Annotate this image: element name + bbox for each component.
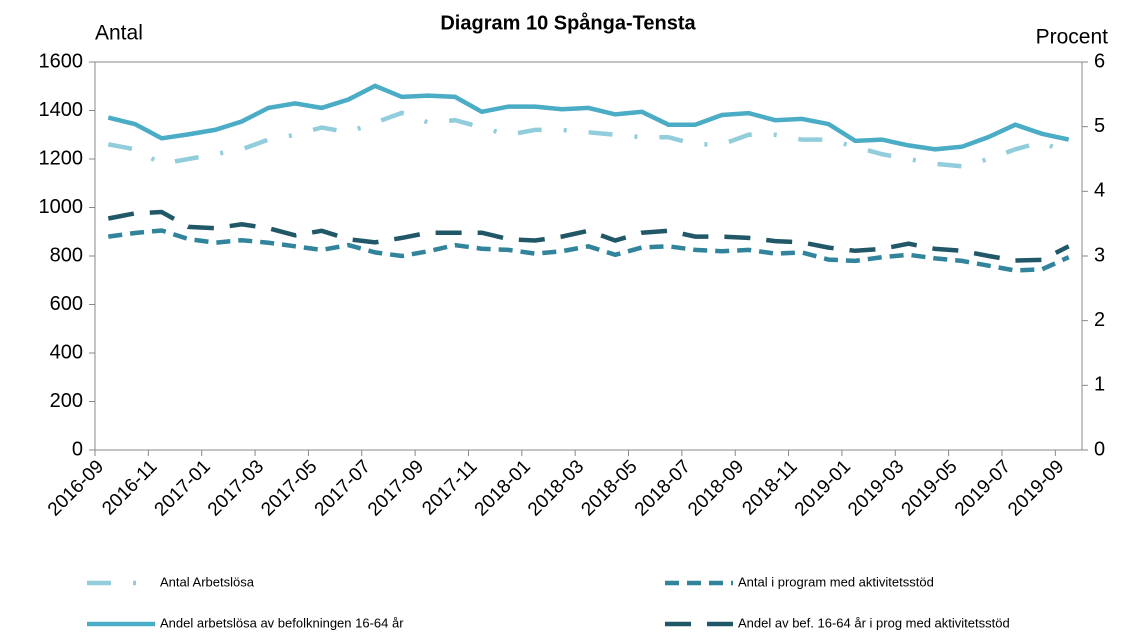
legend-label: Antal Arbetslösa xyxy=(160,574,255,589)
y-tick-label: 1200 xyxy=(39,147,84,169)
x-tick-label: 2018-09 xyxy=(684,456,748,520)
series-line xyxy=(107,228,1070,273)
series-line xyxy=(107,209,1070,263)
x-tick-label: 2018-11 xyxy=(738,456,801,519)
y-tick-label: 200 xyxy=(50,390,83,412)
y2-tick-label: 1 xyxy=(1094,374,1105,396)
series-line xyxy=(107,110,1070,169)
legend-label: Antal i program med aktivitetsstöd xyxy=(738,574,934,589)
y-tick-label: 400 xyxy=(50,341,83,363)
y-axis-title: Antal xyxy=(95,22,143,45)
x-tick-label: 2019-01 xyxy=(791,456,855,520)
y2-tick-label: 3 xyxy=(1094,244,1105,266)
y2-tick-label: 4 xyxy=(1094,180,1105,202)
x-tick-label: 2016-09 xyxy=(44,456,108,520)
x-tick-label: 2018-05 xyxy=(577,456,641,520)
x-tick-label: 2017-03 xyxy=(204,456,268,520)
x-tick-label: 2019-03 xyxy=(844,456,908,520)
x-tick-label: 2018-03 xyxy=(524,456,588,520)
x-tick-label: 2019-09 xyxy=(1004,456,1068,520)
y-tick-label: 800 xyxy=(50,244,83,266)
x-tick-label: 2017-11 xyxy=(418,456,481,519)
y2-tick-label: 6 xyxy=(1094,50,1105,72)
x-tick-label: 2017-05 xyxy=(257,456,321,520)
series-line xyxy=(107,83,1070,152)
y-tick-label: 1000 xyxy=(39,196,84,218)
y-tick-label: 1400 xyxy=(39,99,84,121)
y-tick-label: 0 xyxy=(72,438,83,460)
legend-label: Andel av bef. 16-64 år i prog med aktivi… xyxy=(738,615,1010,630)
y-tick-label: 600 xyxy=(50,293,83,315)
y2-tick-label: 2 xyxy=(1094,309,1105,331)
x-tick-label: 2019-05 xyxy=(898,456,962,520)
legend-label: Andel arbetslösa av befolkningen 16-64 å… xyxy=(160,615,404,630)
x-tick-label: 2017-09 xyxy=(364,456,428,520)
x-tick-label: 2018-07 xyxy=(631,456,695,520)
x-tick-label: 2016-11 xyxy=(98,456,161,519)
x-tick-label: 2017-07 xyxy=(311,456,375,520)
x-tick-label: 2018-01 xyxy=(471,456,535,520)
chart-title: Diagram 10 Spånga-Tensta xyxy=(440,11,696,34)
y2-tick-label: 5 xyxy=(1094,115,1105,137)
y2-tick-label: 0 xyxy=(1094,438,1105,460)
x-tick-label: 2019-07 xyxy=(951,456,1015,520)
x-tick-label: 2017-01 xyxy=(151,456,215,520)
y2-axis-title: Procent xyxy=(1036,26,1109,49)
y-tick-label: 1600 xyxy=(39,50,84,72)
